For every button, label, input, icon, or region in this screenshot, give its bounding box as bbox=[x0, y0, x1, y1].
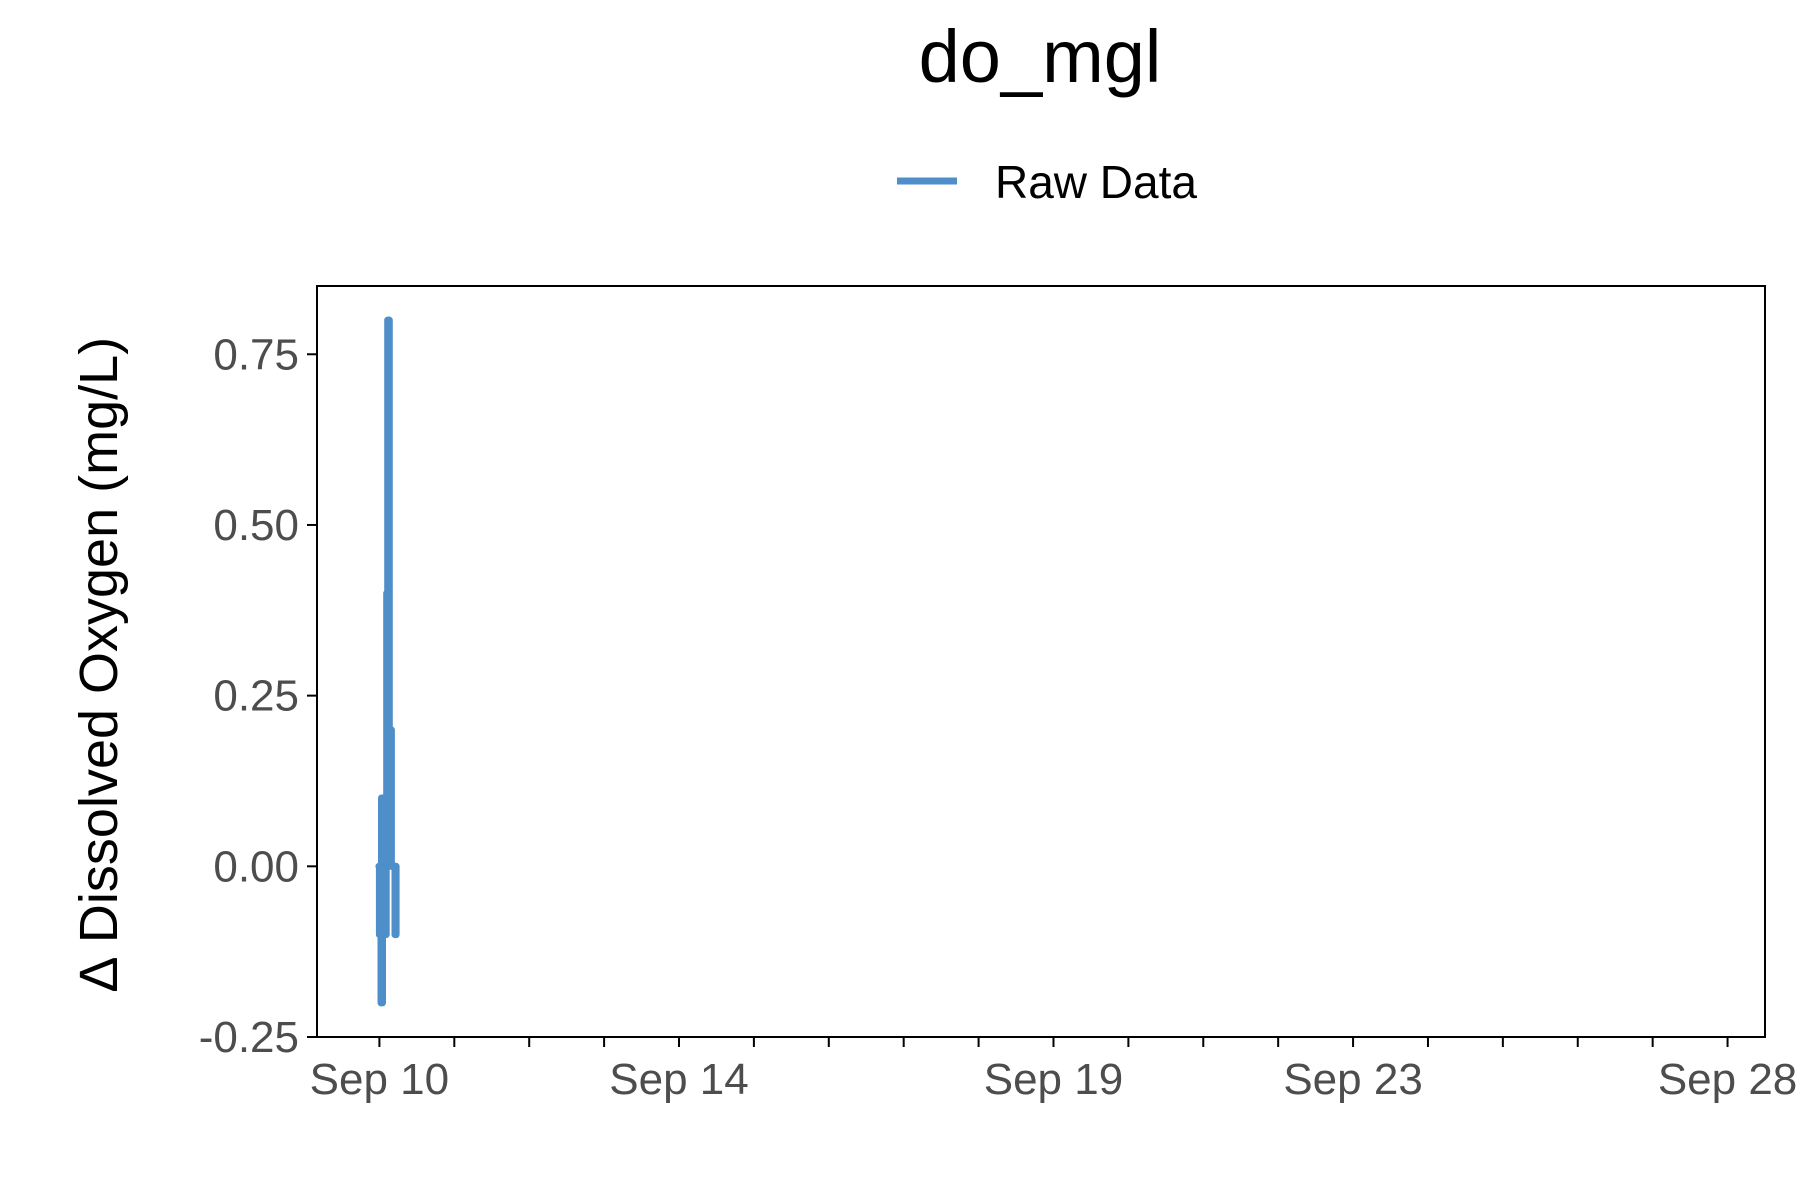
plot-panel-border bbox=[316, 285, 1766, 1038]
chart-title: do_mgl bbox=[919, 15, 1162, 98]
plot-layer bbox=[375, 316, 400, 1007]
y-tick-label: 0.25 bbox=[213, 672, 299, 721]
y-axis-title: ∆ Dissolved Oxygen (mg/L) bbox=[69, 337, 129, 991]
x-tick-label: Sep 19 bbox=[984, 1055, 1123, 1104]
y-tick-label: 0.75 bbox=[213, 330, 299, 379]
series-line-raw-data bbox=[375, 316, 400, 1007]
x-tick-label: Sep 28 bbox=[1658, 1055, 1797, 1104]
x-tick-label: Sep 23 bbox=[1283, 1055, 1422, 1104]
x-tick-label: Sep 14 bbox=[609, 1055, 748, 1104]
legend-label-raw-data: Raw Data bbox=[995, 156, 1197, 208]
legend: Raw Data bbox=[897, 156, 1197, 208]
x-tick-label: Sep 10 bbox=[310, 1055, 449, 1104]
y-tick-label: 0.00 bbox=[213, 842, 299, 891]
y-tick-label: -0.25 bbox=[199, 1013, 299, 1062]
y-tick-label: 0.50 bbox=[213, 501, 299, 550]
